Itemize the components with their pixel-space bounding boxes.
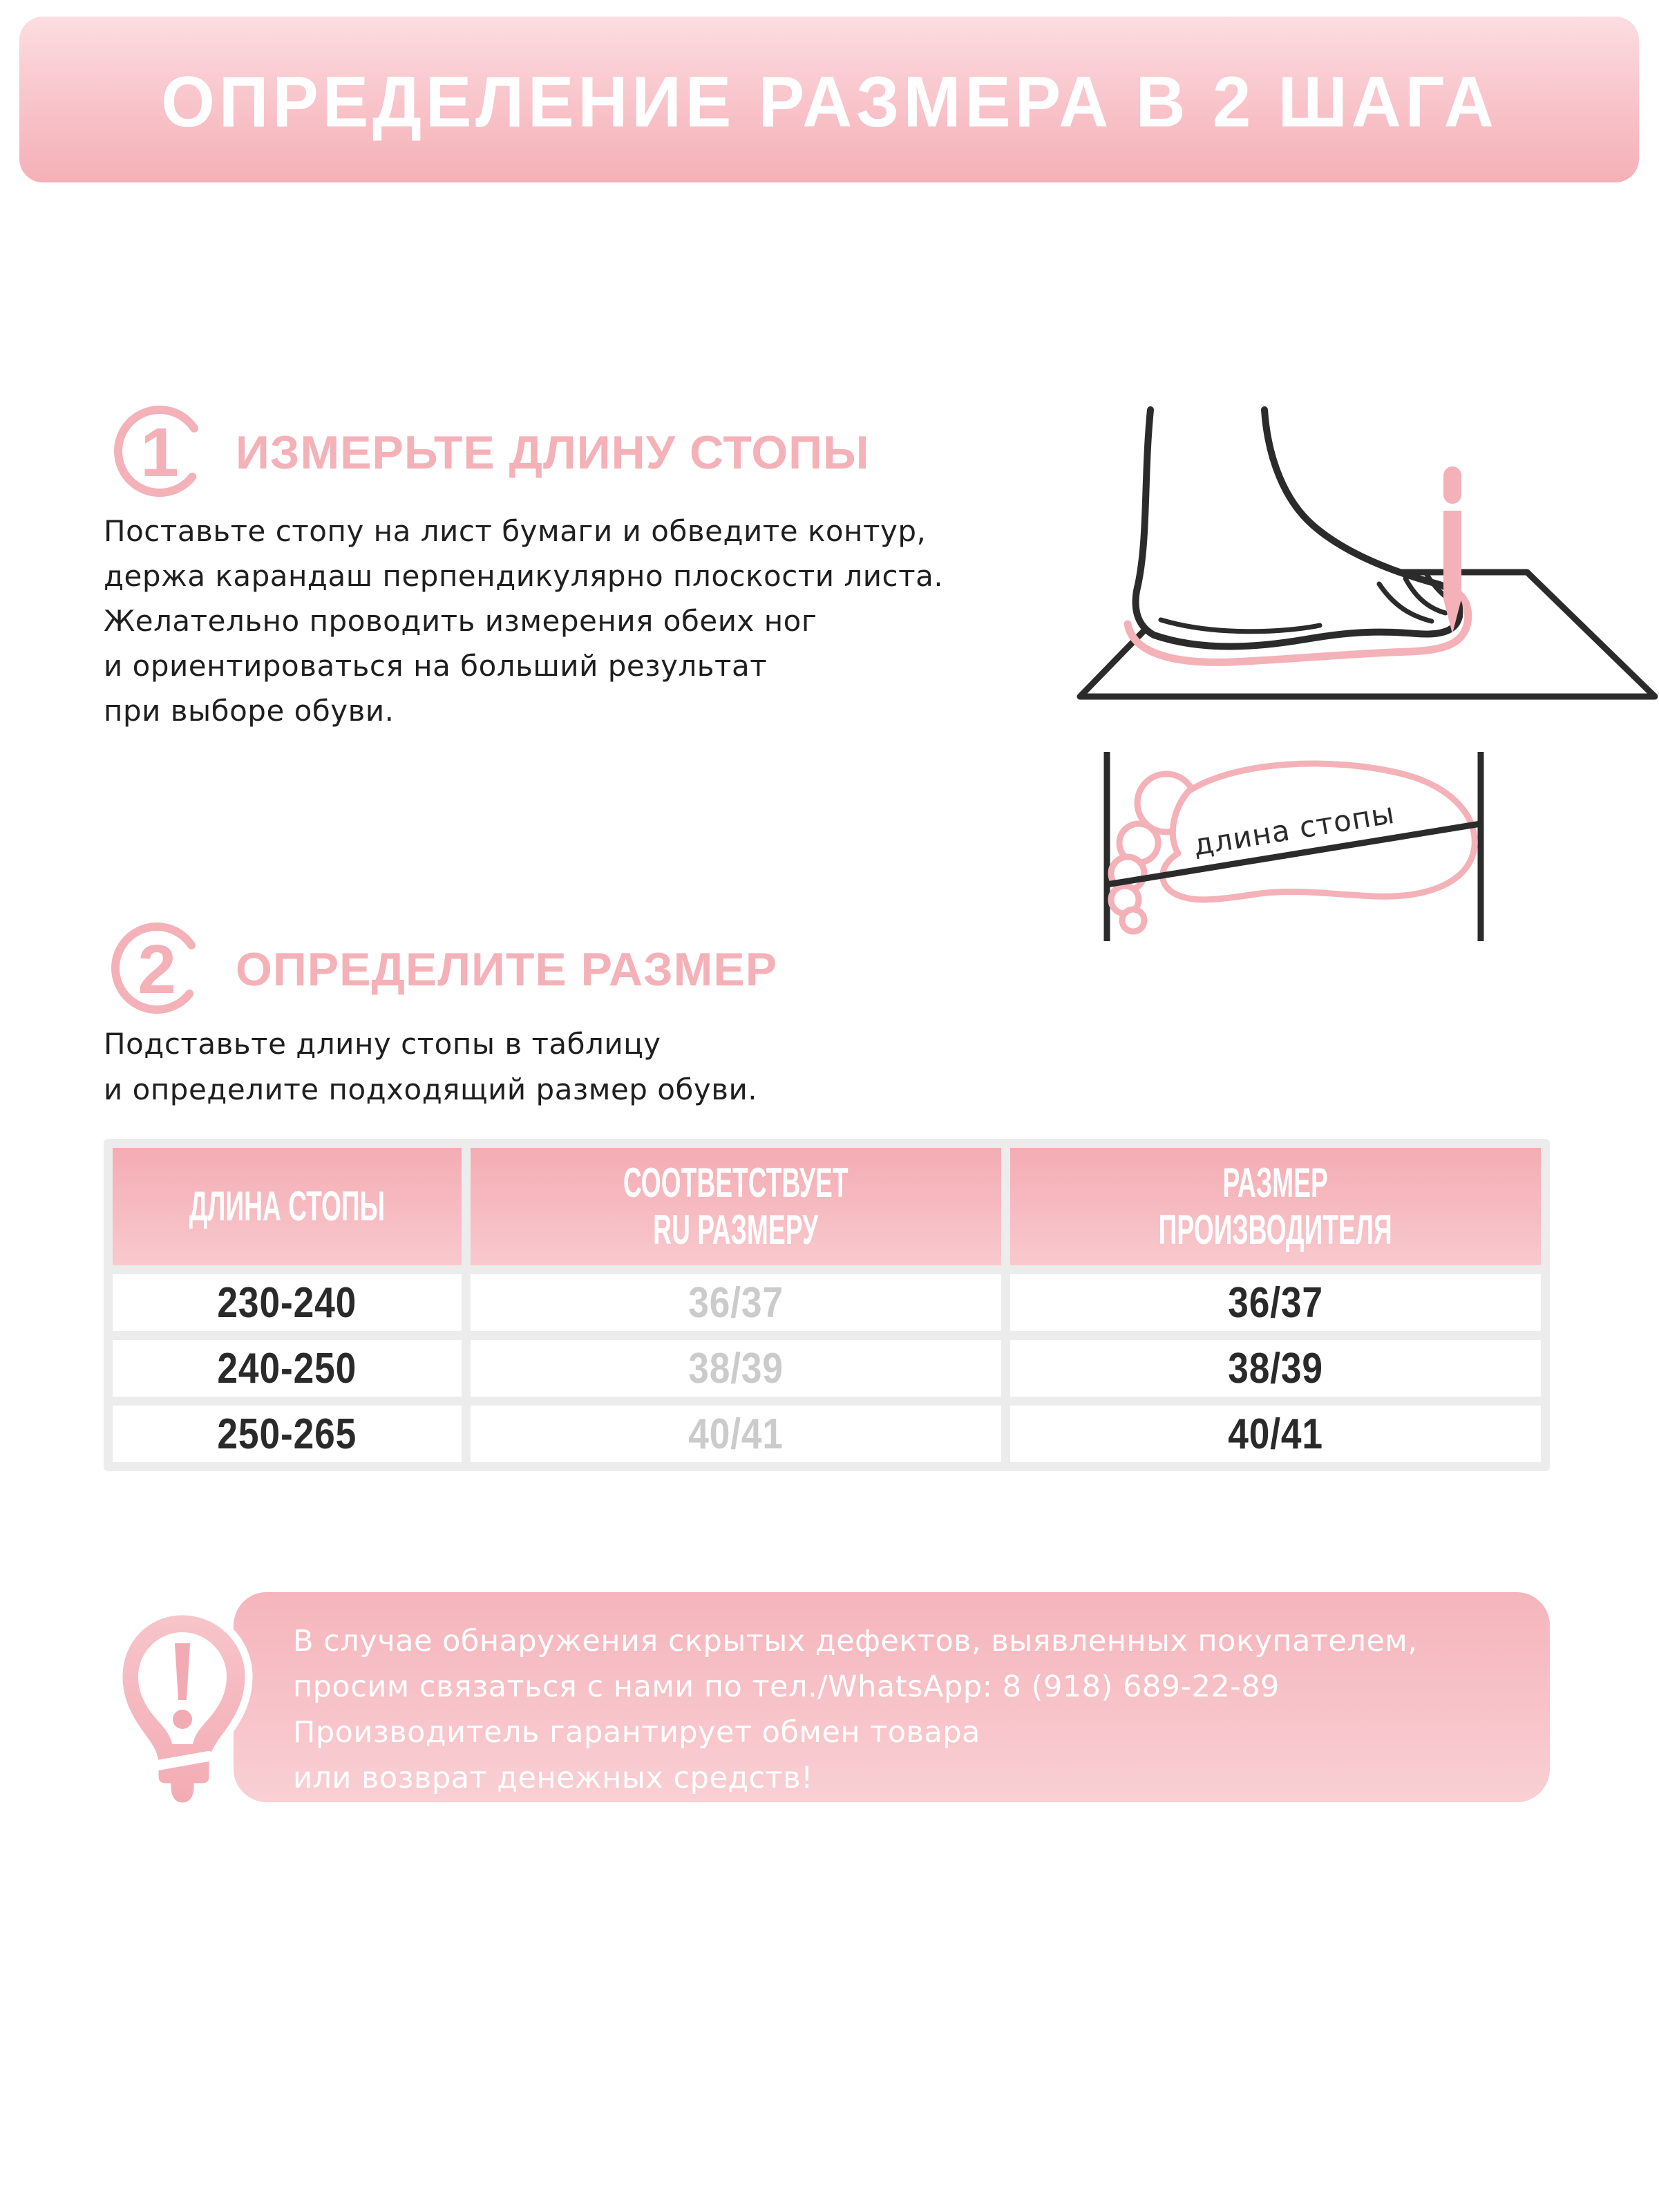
lightbulb-icon — [101, 1602, 267, 1817]
size-table-header-manufacturer-size: РАЗМЕР ПРОИЗВОДИТЕЛЯ — [1010, 1148, 1541, 1265]
foot-measure-icon — [1077, 406, 1658, 700]
foot-length-icon: длина стопы — [1103, 752, 1484, 941]
table-cell-foot-length: 250-265 — [113, 1406, 462, 1462]
table-cell-manufacturer-size: 36/37 — [1010, 1274, 1541, 1331]
size-table-header-foot-length: ДЛИНА СТОПЫ — [113, 1148, 462, 1265]
step-2-description: Подставьте длину стопы в таблицу и опред… — [104, 1027, 758, 1106]
size-table-header-ru-size: СООТВЕТСТВУЕТ RU РАЗМЕРУ — [471, 1148, 1001, 1265]
step-1-description: Поставьте стопу на лист бумаги и обведит… — [104, 514, 944, 728]
table-cell-foot-length: 230-240 — [113, 1274, 462, 1331]
foot-on-paper-illustration — [995, 377, 1658, 701]
table-cell-ru-size: 40/41 — [471, 1406, 1001, 1462]
step-circle-icon: 2 — [111, 923, 202, 1014]
header-banner: ОПРЕДЕЛЕНИЕ РАЗМЕРА В 2 ШАГА — [19, 17, 1639, 182]
foot-length-illustration: длина стопы — [1064, 726, 1562, 964]
warranty-note: В случае обнаружения скрытых дефектов, в… — [234, 1592, 1550, 1802]
step-2-number-badge: 2 — [105, 916, 209, 1020]
pencil-icon — [1443, 466, 1461, 634]
step-1-number: 1 — [140, 414, 179, 491]
table-cell-ru-size: 38/39 — [471, 1340, 1001, 1397]
step-1-title: ИЗМЕРЬТЕ ДЛИНУ СТОПЫ — [236, 426, 870, 479]
table-cell-foot-length: 240-250 — [113, 1340, 462, 1397]
step-1-number-badge: 1 — [108, 399, 211, 503]
table-cell-ru-size: 36/37 — [471, 1274, 1001, 1331]
table-cell-manufacturer-size: 40/41 — [1010, 1406, 1541, 1462]
table-cell-manufacturer-size: 38/39 — [1010, 1340, 1541, 1397]
size-table: ДЛИНА СТОПЫ СООТВЕТСТВУЕТ RU РАЗМЕРУ РАЗ… — [104, 1139, 1550, 1471]
step-circle-icon: 1 — [114, 406, 205, 497]
step-2-number: 2 — [138, 931, 176, 1008]
step-2-title: ОПРЕДЕЛИТЕ РАЗМЕР — [236, 943, 778, 996]
page-title: ОПРЕДЕЛЕНИЕ РАЗМЕРА В 2 ШАГА — [160, 62, 1498, 142]
